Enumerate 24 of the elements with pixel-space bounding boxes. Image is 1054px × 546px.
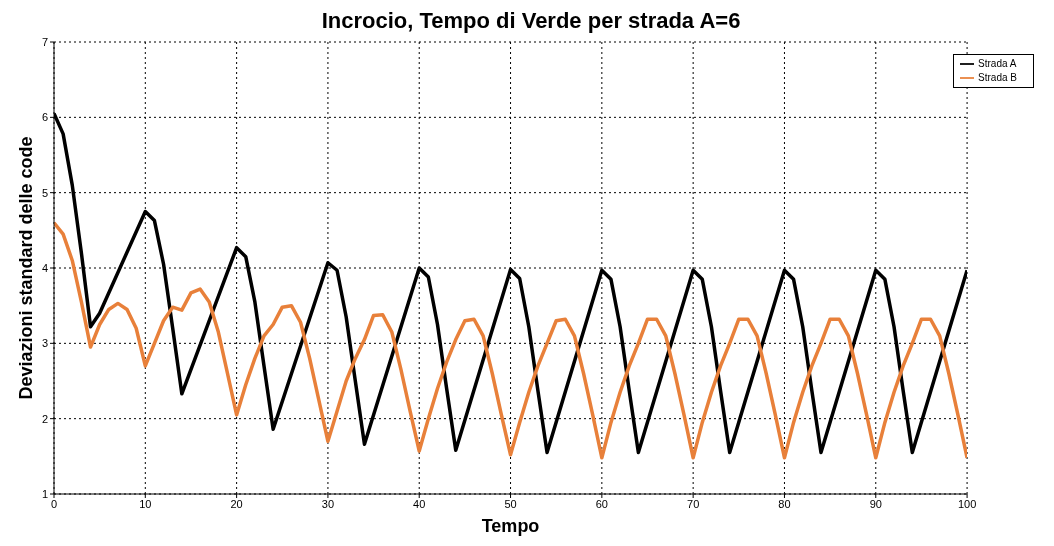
x-tick-label: 90: [869, 497, 882, 510]
y-tick-label: 5: [41, 186, 48, 199]
x-tick-label: 80: [778, 497, 791, 510]
legend-label: Strada A: [978, 57, 1017, 69]
y-axis-title: Deviazioni standard delle code: [16, 136, 37, 400]
x-tick-label: 100: [957, 497, 977, 510]
y-tick-label: 2: [41, 412, 48, 425]
y-tick-label: 3: [41, 337, 48, 350]
y-tick-label: 6: [41, 111, 48, 124]
x-tick-label: 30: [321, 497, 335, 510]
x-axis-title: Tempo: [481, 516, 540, 536]
y-tick-label: 7: [41, 35, 48, 48]
x-tick-label: 40: [413, 497, 426, 510]
y-tick-label: 4: [41, 261, 48, 274]
legend-label: Strada B: [978, 71, 1017, 83]
y-tick-label: 1: [41, 487, 48, 500]
x-tick-label: 70: [687, 497, 700, 510]
x-tick-label: 50: [504, 497, 517, 510]
line-series: [54, 221, 968, 460]
x-tick-label: 0: [50, 497, 58, 510]
x-tick-label: 20: [230, 497, 243, 510]
x-tick-label: 60: [595, 497, 608, 510]
chart-title: Incrocio, Tempo di Verde per strada A=6: [320, 8, 742, 34]
x-tick-label: 10: [139, 497, 152, 510]
